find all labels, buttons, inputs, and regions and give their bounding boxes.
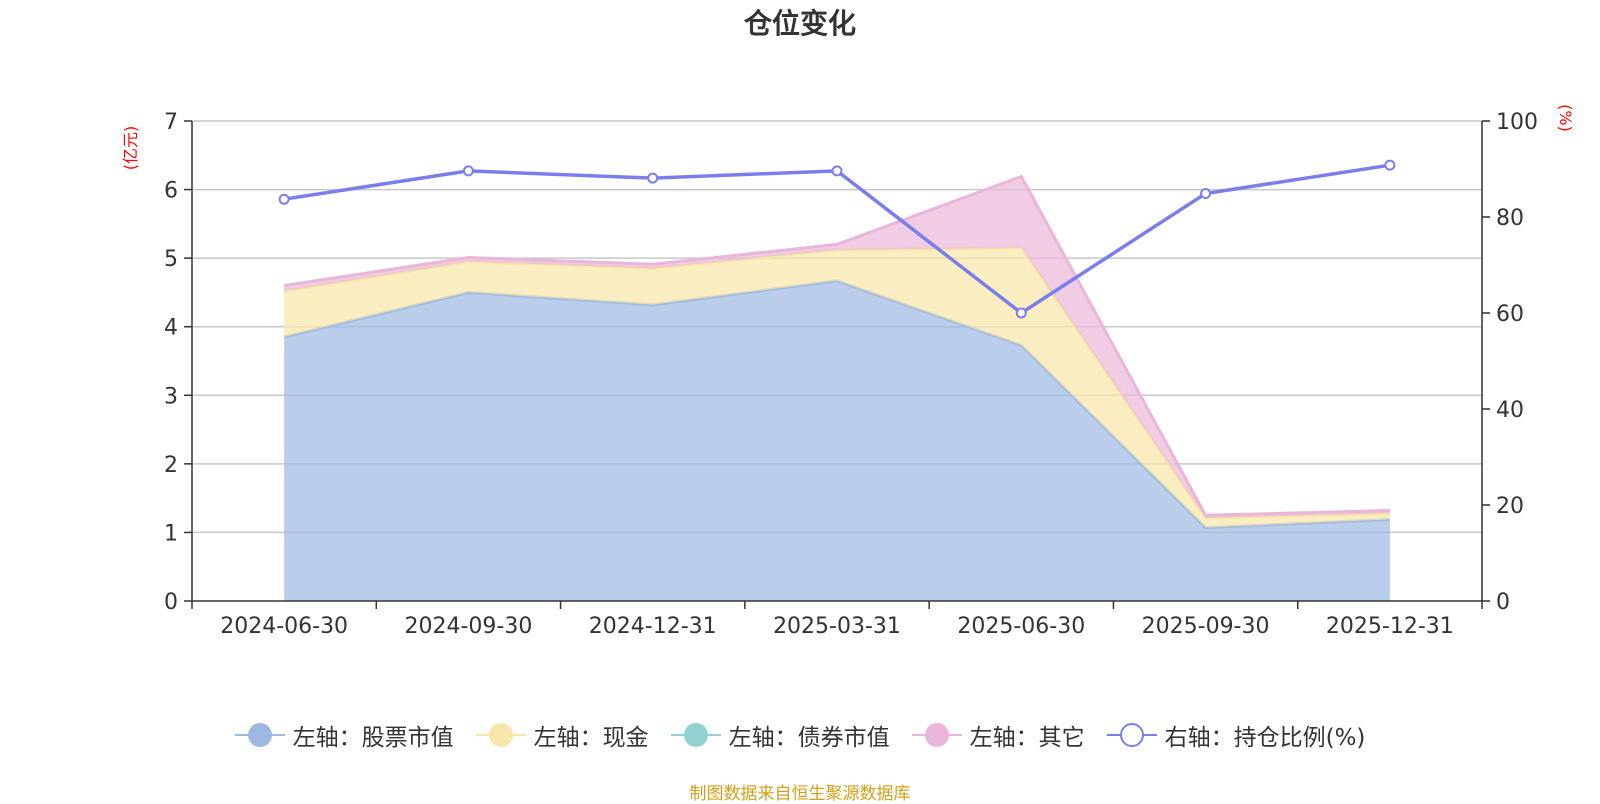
right-tick-label: 0 xyxy=(1496,590,1510,615)
left-tick-label: 0 xyxy=(164,590,178,615)
left-tick-label: 4 xyxy=(164,316,178,341)
ratio-point xyxy=(647,172,659,184)
x-tick-label: 2025-06-30 xyxy=(957,614,1085,639)
area-series xyxy=(283,174,1390,601)
left-axis-unit: (亿元) xyxy=(121,126,140,171)
legend-label: 左轴：其它 xyxy=(969,725,1085,751)
right-tick-label: 100 xyxy=(1496,110,1538,135)
ratio-point xyxy=(462,165,474,177)
ratio-point xyxy=(1384,159,1396,171)
left-tick-label: 7 xyxy=(164,110,178,135)
x-tick-label: 2024-12-31 xyxy=(589,614,717,639)
right-tick-label: 80 xyxy=(1496,206,1524,231)
legend-label: 左轴：现金 xyxy=(533,725,649,751)
x-tick-label: 2025-03-31 xyxy=(773,614,901,639)
left-tick-label: 2 xyxy=(164,453,178,478)
left-tick-label: 5 xyxy=(164,247,178,272)
legend-label: 右轴：持仓比例(%) xyxy=(1164,725,1366,751)
legend-swatch xyxy=(670,723,721,747)
ratio-point xyxy=(831,165,843,177)
area-top-line xyxy=(283,174,1390,517)
legend-swatch xyxy=(475,723,526,747)
right-axis-unit: (%) xyxy=(1556,104,1575,132)
legend-label: 左轴：债券市值 xyxy=(728,725,890,751)
right-tick-label: 60 xyxy=(1496,302,1524,327)
legend-swatch xyxy=(234,723,285,747)
ratio-point xyxy=(1200,187,1212,199)
axes: 0 1 2 3 4 5 6 7 0 20 40 60 80 100 2024-06-30 2024-09-30… xyxy=(164,110,1538,639)
legend-item[interactable]: 左轴：现金 xyxy=(475,718,649,752)
legend-item[interactable]: 左轴：债券市值 xyxy=(670,718,890,752)
line-series xyxy=(278,159,1396,319)
legend-item[interactable]: 左轴：股票市值 xyxy=(234,718,454,752)
area-fill xyxy=(284,247,1390,528)
x-tick-label: 2025-12-31 xyxy=(1326,614,1454,639)
legend-swatch xyxy=(911,723,962,747)
chart-title: 仓位变化 xyxy=(743,7,856,40)
legend-swatch-dot xyxy=(924,723,949,747)
x-tick-label: 2024-06-30 xyxy=(220,614,348,639)
legend-item[interactable]: 左轴：其它 xyxy=(911,718,1085,752)
legend-swatch-dot xyxy=(488,723,513,747)
ratio-point xyxy=(1015,307,1027,319)
legend-swatch-dot xyxy=(683,723,708,747)
legend-swatch-dot xyxy=(1119,723,1144,747)
legend-item[interactable]: 右轴：持仓比例(%) xyxy=(1106,718,1366,752)
legend-swatch xyxy=(1106,723,1157,747)
source-note: 制图数据来自恒生聚源数据库 xyxy=(689,784,911,804)
ratio-point xyxy=(278,193,290,205)
x-tick-label: 2024-09-30 xyxy=(404,614,532,639)
left-tick-label: 1 xyxy=(164,521,178,546)
legend-label: 左轴：股票市值 xyxy=(292,725,454,751)
x-tick-label: 2025-09-30 xyxy=(1142,614,1270,639)
left-tick-label: 6 xyxy=(164,179,178,204)
right-tick-label: 20 xyxy=(1496,494,1524,519)
right-tick-label: 40 xyxy=(1496,398,1524,423)
area-fill xyxy=(284,280,1390,601)
legend-swatch-dot xyxy=(247,723,272,747)
left-tick-label: 3 xyxy=(164,384,178,409)
chart-legend: 左轴：股票市值 左轴：现金 左轴：债券市值 左轴：其它 右轴：持仓比例(%) xyxy=(0,718,1600,752)
